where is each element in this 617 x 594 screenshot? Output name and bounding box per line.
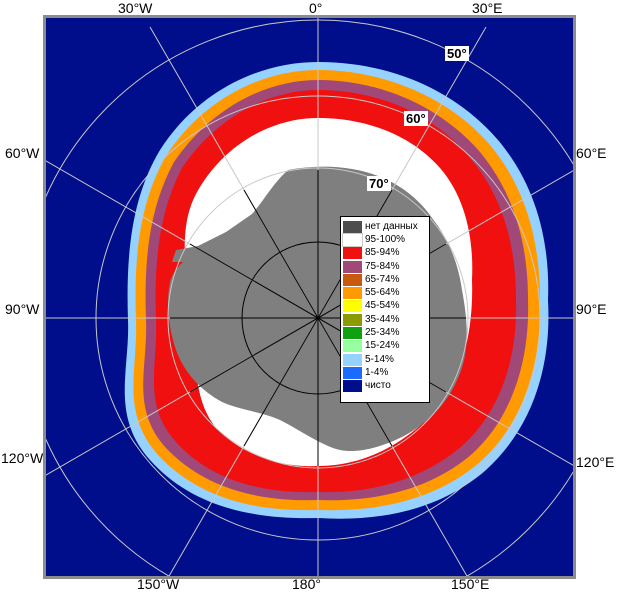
- legend-label: 15-24%: [365, 340, 400, 352]
- lon-label-90w: 90°W: [5, 301, 40, 317]
- legend-swatch: [343, 313, 362, 326]
- antarctic-peninsula: [172, 210, 270, 262]
- lon-label-90e: 90°E: [576, 301, 607, 317]
- lon-label-150e: 150°E: [451, 576, 490, 592]
- lat-label-60: 60°: [404, 111, 428, 126]
- legend-row: 85-94%: [343, 247, 427, 260]
- legend-swatch: [343, 327, 362, 340]
- legend-row: нет данных: [343, 220, 427, 233]
- legend-label: 1-4%: [365, 366, 389, 378]
- legend-swatch: [343, 273, 362, 286]
- lat-label-70: 70°: [367, 176, 391, 191]
- legend-row: 25-34%: [343, 326, 427, 340]
- lon-label-30e: 30°E: [472, 0, 503, 16]
- legend-row: 65-74%: [343, 273, 427, 286]
- legend-label: 35-44%: [365, 313, 400, 325]
- lon-label-120w: 120°W: [1, 450, 44, 466]
- legend-swatch: [343, 247, 362, 260]
- legend-row: 1-4%: [343, 366, 427, 379]
- legend-label: чисто: [365, 380, 391, 392]
- legend-row: 15-24%: [343, 340, 427, 353]
- legend-label: 85-94%: [365, 247, 400, 259]
- lon-label-30w: 30°W: [118, 0, 153, 16]
- lon-label-150w: 150°W: [137, 576, 180, 592]
- legend-swatch: [343, 340, 362, 353]
- legend-swatch: [343, 287, 362, 300]
- legend-label: 5-14%: [365, 353, 394, 365]
- legend-swatch: [343, 220, 362, 233]
- legend-swatch: [343, 366, 362, 379]
- lon-label-60e: 60°E: [576, 145, 607, 161]
- legend-swatch: [343, 260, 362, 273]
- lat-label-50: 50°: [445, 46, 469, 61]
- lon-label-180: 180°: [292, 576, 321, 592]
- legend-row: 95-100%: [342, 232, 427, 247]
- legend-swatch: [343, 380, 362, 393]
- legend-label: 45-54%: [365, 300, 400, 312]
- legend-label: 75-84%: [365, 260, 400, 272]
- legend-swatch: [343, 300, 362, 313]
- legend-label: 55-64%: [365, 287, 400, 299]
- legend-row: чисто: [343, 380, 427, 393]
- legend-swatch: [343, 353, 362, 366]
- legend-swatch: [342, 232, 363, 247]
- lon-label-120e: 120°E: [576, 454, 615, 470]
- legend-label: 65-74%: [365, 273, 400, 285]
- legend-label: 25-34%: [365, 327, 400, 339]
- legend-row: 5-14%: [343, 353, 427, 366]
- legend-label: 95-100%: [365, 233, 406, 245]
- legend-row: 35-44%: [343, 313, 427, 326]
- lon-label-60w: 60°W: [5, 145, 40, 161]
- legend-row: 75-84%: [343, 260, 427, 273]
- legend-row: 45-54%: [343, 300, 427, 313]
- legend-row: 55-64%: [343, 286, 427, 300]
- lon-label-0: 0°: [309, 0, 323, 16]
- map-legend: нет данных 95-100% 85-94% 75-84% 65-74% …: [340, 216, 430, 403]
- legend-label: нет данных: [365, 220, 418, 232]
